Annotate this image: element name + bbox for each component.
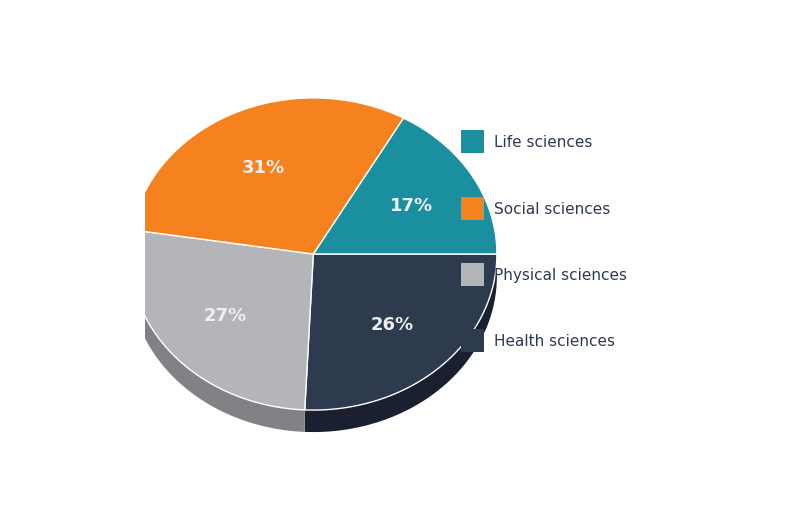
PathPatch shape: [305, 254, 497, 432]
PathPatch shape: [305, 254, 497, 410]
Text: 27%: 27%: [203, 306, 246, 325]
Bar: [462, 330, 484, 352]
Bar: [462, 131, 484, 154]
PathPatch shape: [130, 231, 314, 410]
Text: Life sciences: Life sciences: [494, 135, 593, 150]
Text: Social sciences: Social sciences: [494, 201, 610, 216]
PathPatch shape: [314, 119, 497, 255]
PathPatch shape: [132, 99, 403, 254]
Text: 31%: 31%: [242, 159, 286, 177]
Text: Physical sciences: Physical sciences: [494, 267, 627, 282]
Text: 17%: 17%: [390, 197, 433, 215]
PathPatch shape: [130, 255, 305, 432]
Bar: [462, 264, 484, 286]
Text: 26%: 26%: [370, 316, 414, 333]
Bar: [462, 197, 484, 220]
Text: Health sciences: Health sciences: [494, 333, 615, 349]
